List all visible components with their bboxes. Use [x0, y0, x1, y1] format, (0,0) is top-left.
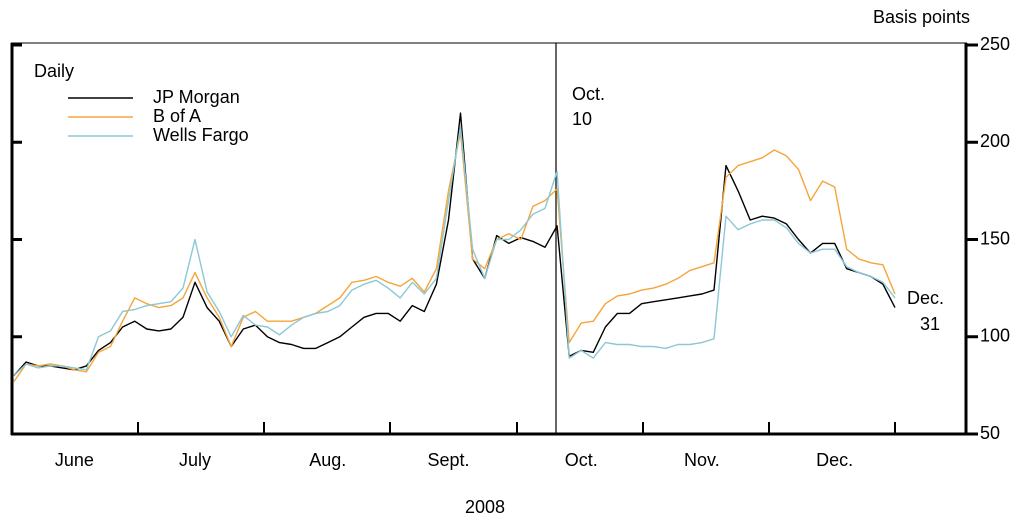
annotation: 10 [572, 109, 592, 129]
y-tick-label: 250 [980, 34, 1010, 54]
legend-label: B of A [153, 106, 201, 126]
annotation: 31 [920, 314, 940, 334]
x-tick-label: July [179, 450, 211, 470]
legend-label: Wells Fargo [153, 125, 249, 145]
legend-title: Daily [34, 61, 74, 81]
x-tick-label: Aug. [309, 450, 346, 470]
annotation: Dec. [907, 288, 944, 308]
x-tick-label: Nov. [684, 450, 720, 470]
y-tick-label: 100 [980, 326, 1010, 346]
annotation: Oct. [572, 84, 605, 104]
x-tick-label: Dec. [816, 450, 853, 470]
series-line [13, 126, 896, 377]
y-tick-label: 200 [980, 131, 1010, 151]
y-tick-label: 150 [980, 228, 1010, 248]
x-tick-label: Sept. [427, 450, 469, 470]
x-tick-label: June [55, 450, 94, 470]
series-line [13, 112, 896, 377]
y-axis-label: Basis points [873, 7, 970, 27]
x-axis-label: 2008 [465, 497, 505, 517]
x-tick-label: Oct. [565, 450, 598, 470]
y-tick-label: 50 [980, 423, 1000, 443]
legend-label: JP Morgan [153, 87, 240, 107]
